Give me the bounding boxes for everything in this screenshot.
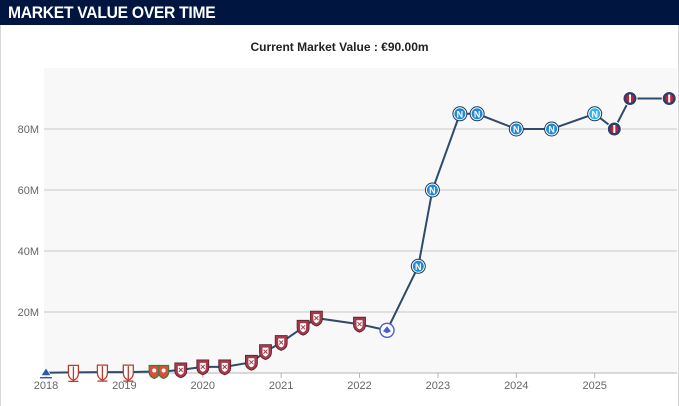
club-crest-icon	[40, 366, 52, 377]
svg-text:N: N	[457, 109, 464, 119]
data-point[interactable]	[96, 364, 109, 382]
x-tick-label: 2024	[504, 380, 528, 392]
data-point[interactable]	[309, 310, 323, 327]
data-point[interactable]	[296, 319, 310, 336]
x-tick-label: 2021	[269, 380, 293, 392]
section-header: MARKET VALUE OVER TIME	[0, 0, 679, 25]
data-point[interactable]	[606, 121, 622, 137]
data-point[interactable]	[196, 359, 210, 376]
x-tick-label: 2022	[347, 380, 371, 392]
data-point[interactable]	[148, 364, 160, 380]
y-tick-label: 60M	[18, 185, 39, 197]
x-tick-label: 2020	[191, 380, 215, 392]
data-point[interactable]: N	[587, 106, 603, 122]
data-point[interactable]	[353, 316, 366, 333]
data-point[interactable]: N	[452, 106, 468, 122]
data-point[interactable]	[244, 354, 258, 371]
svg-text:N: N	[548, 125, 555, 135]
data-point[interactable]	[40, 366, 52, 379]
y-tick-label: 40M	[18, 246, 39, 258]
data-point[interactable]: N	[544, 121, 560, 137]
data-point[interactable]	[218, 359, 232, 376]
data-point[interactable]	[67, 364, 80, 383]
x-tick-label: 2025	[582, 380, 606, 392]
data-point[interactable]	[259, 344, 272, 361]
x-tick-label: 2019	[112, 380, 136, 392]
x-tick-label: 2018	[34, 380, 58, 392]
gridlines	[44, 128, 677, 374]
data-point[interactable]	[379, 322, 395, 338]
data-point[interactable]	[174, 362, 188, 379]
data-point[interactable]: N	[469, 106, 485, 122]
section-title: MARKET VALUE OVER TIME	[8, 3, 216, 22]
data-point[interactable]	[274, 335, 288, 351]
y-tick-label: 80M	[18, 124, 39, 136]
svg-text:N: N	[591, 109, 598, 119]
data-point[interactable]: N	[424, 182, 440, 198]
data-point[interactable]: N	[508, 121, 524, 137]
svg-text:N: N	[513, 125, 520, 135]
x-tick-label: 2023	[426, 380, 450, 392]
x-axis-ticks: 2018 2019 2020 2021 2022 2023 2024 2025	[34, 373, 607, 392]
y-tick-label: 20M	[18, 307, 39, 319]
svg-text:N: N	[474, 109, 481, 119]
data-point[interactable]	[158, 364, 170, 380]
svg-text:N: N	[415, 262, 422, 272]
svg-text:N: N	[429, 186, 436, 196]
y-axis-ticks: 20M 40M 60M 80M	[18, 124, 39, 319]
data-point[interactable]	[661, 91, 677, 106]
data-point[interactable]	[122, 364, 134, 382]
data-point[interactable]	[622, 91, 638, 106]
chart-title: Current Market Value : €90.00m	[250, 40, 429, 54]
data-point[interactable]: N	[410, 258, 426, 274]
data-markers: NNN NN NN	[40, 91, 677, 383]
